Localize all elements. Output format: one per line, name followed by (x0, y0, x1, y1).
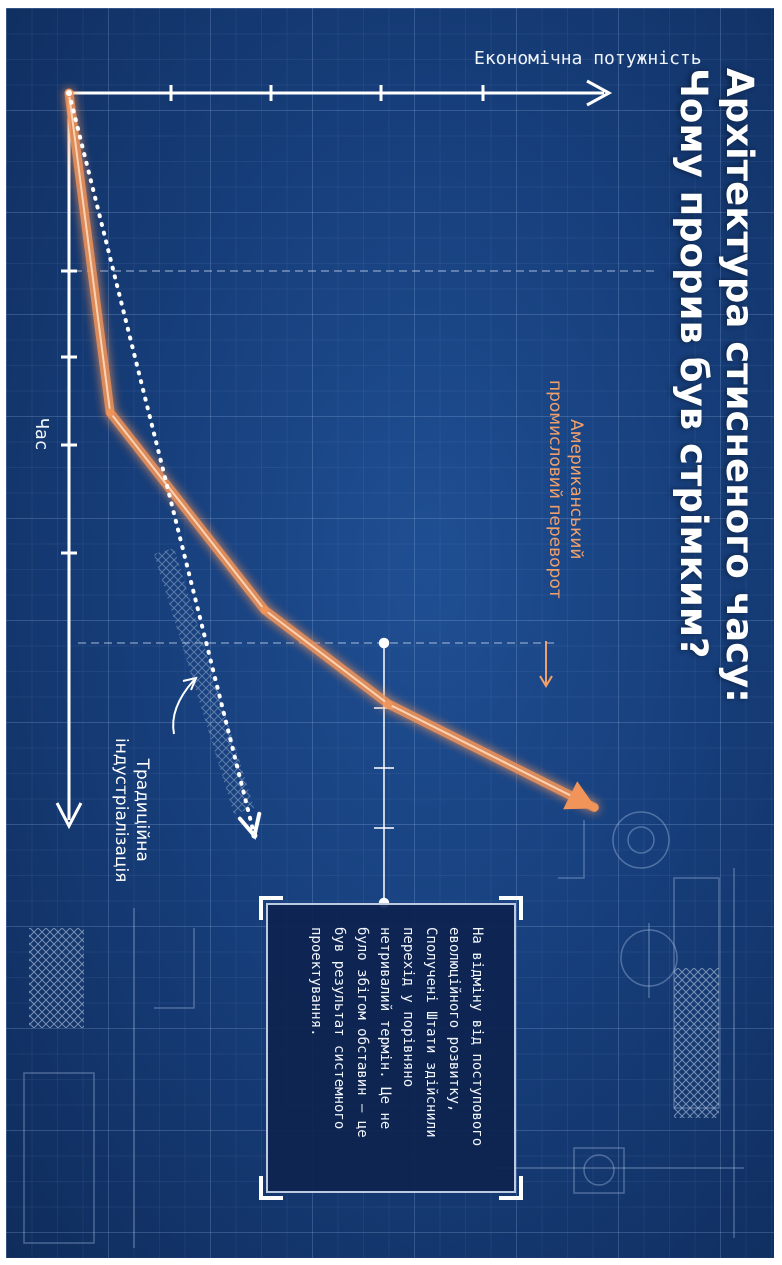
american-series-label: Американський промисловий переворот (544, 380, 586, 599)
diagram-canvas (23, 79, 744, 1248)
page-title: Архітектура стисненого часу: Чому прорив… (670, 68, 762, 868)
title-line-1: Архітектура стисненого часу: (718, 68, 761, 703)
callout-box: На відміну від поступового еволюційного … (259, 896, 523, 1200)
traditional-series-label: Традиційна індустріалізація (110, 738, 152, 882)
label-pointers (172, 641, 553, 735)
series-point-american (260, 606, 269, 614)
series-layer (64, 88, 599, 840)
decorative-blueprint-sketches (23, 811, 744, 1248)
series-point-american (384, 700, 393, 708)
y-axis-arrowhead (586, 79, 613, 107)
series-line-american (64, 88, 599, 812)
callout-corner-bracket (259, 896, 283, 920)
series-point-traditional (251, 832, 258, 839)
blueprint-background: Архітектура стисненого часу: Чому прорив… (6, 8, 774, 1258)
callout-corner-bracket (499, 896, 523, 920)
y-axis-label: Економічна потужність (474, 48, 702, 69)
callout-connector (374, 637, 394, 909)
american-label-line-1: Американський (566, 419, 586, 560)
callout-corner-bracket (259, 1176, 283, 1200)
series-line-traditional (67, 91, 257, 838)
callout-text: На відміну від поступового еволюційного … (308, 927, 485, 1147)
series-arrowhead-american (563, 781, 597, 810)
axes (55, 79, 613, 830)
series-point-american (590, 803, 599, 812)
title-line-2: Чому прорив був стрімким? (672, 68, 715, 659)
series-point-traditional (66, 90, 72, 96)
callout-corner-bracket (499, 1176, 523, 1200)
series-line-american-highlight (68, 92, 595, 809)
traditional-label-line-1: Традиційна (132, 758, 152, 862)
traditional-hatched-band (154, 548, 254, 814)
series-point-american (106, 408, 115, 417)
american-label-line-2: промисловий переворот (545, 380, 565, 599)
rotated-stage: Архітектура стисненого часу: Чому прорив… (6, 8, 774, 1258)
traditional-label-line-2: індустріалізація (111, 738, 131, 883)
x-axis-label: Час (31, 418, 52, 451)
x-axis-arrowhead (55, 802, 83, 830)
